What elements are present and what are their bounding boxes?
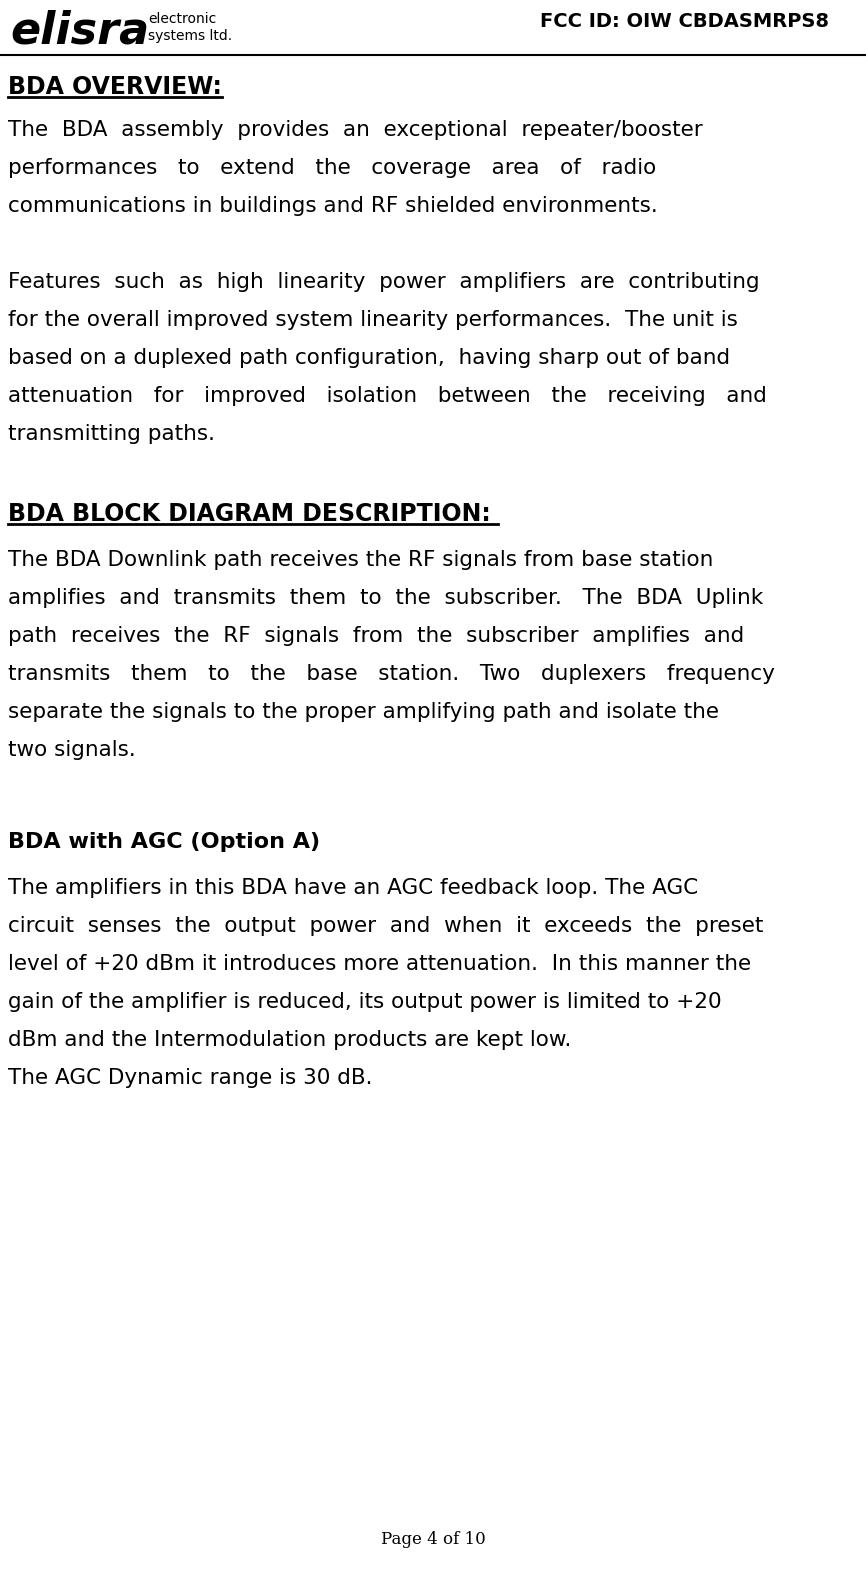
Text: BDA OVERVIEW:: BDA OVERVIEW: [8,76,222,99]
Text: Features  such  as  high  linearity  power  amplifiers  are  contributing: Features such as high linearity power am… [8,272,759,293]
Text: amplifies  and  transmits  them  to  the  subscriber.   The  BDA  Uplink: amplifies and transmits them to the subs… [8,589,763,608]
Text: circuit  senses  the  output  power  and  when  it  exceeds  the  preset: circuit senses the output power and when… [8,916,763,937]
Text: The  BDA  assembly  provides  an  exceptional  repeater/booster: The BDA assembly provides an exceptional… [8,120,702,140]
Text: for the overall improved system linearity performances.  The unit is: for the overall improved system linearit… [8,310,738,331]
Text: electronic
systems ltd.: electronic systems ltd. [148,13,232,44]
Text: attenuation   for   improved   isolation   between   the   receiving   and: attenuation for improved isolation betwe… [8,386,767,406]
Text: BDA BLOCK DIAGRAM DESCRIPTION:: BDA BLOCK DIAGRAM DESCRIPTION: [8,502,491,526]
Text: level of +20 dBm it introduces more attenuation.  In this manner the: level of +20 dBm it introduces more atte… [8,954,751,974]
Text: The BDA Downlink path receives the RF signals from base station: The BDA Downlink path receives the RF si… [8,549,714,570]
Text: FCC ID: OIW CBDASMRPS8: FCC ID: OIW CBDASMRPS8 [540,13,829,31]
Text: based on a duplexed path configuration,  having sharp out of band: based on a duplexed path configuration, … [8,348,730,368]
Text: gain of the amplifier is reduced, its output power is limited to +20: gain of the amplifier is reduced, its ou… [8,992,721,1012]
Text: performances   to   extend   the   coverage   area   of   radio: performances to extend the coverage area… [8,157,656,178]
Text: The AGC Dynamic range is 30 dB.: The AGC Dynamic range is 30 dB. [8,1069,372,1088]
Text: transmitting paths.: transmitting paths. [8,423,215,444]
Text: The amplifiers in this BDA have an AGC feedback loop. The AGC: The amplifiers in this BDA have an AGC f… [8,878,698,899]
Text: BDA with AGC (Option A): BDA with AGC (Option A) [8,833,320,852]
Text: path  receives  the  RF  signals  from  the  subscriber  amplifies  and: path receives the RF signals from the su… [8,626,744,645]
Text: two signals.: two signals. [8,740,136,760]
Text: elisra: elisra [10,9,149,54]
Text: transmits   them   to   the   base   station.   Two   duplexers   frequency: transmits them to the base station. Two … [8,664,775,685]
Text: separate the signals to the proper amplifying path and isolate the: separate the signals to the proper ampli… [8,702,719,722]
Text: dBm and the Intermodulation products are kept low.: dBm and the Intermodulation products are… [8,1029,572,1050]
Text: communications in buildings and RF shielded environments.: communications in buildings and RF shiel… [8,197,658,216]
Text: Page 4 of 10: Page 4 of 10 [381,1532,485,1547]
